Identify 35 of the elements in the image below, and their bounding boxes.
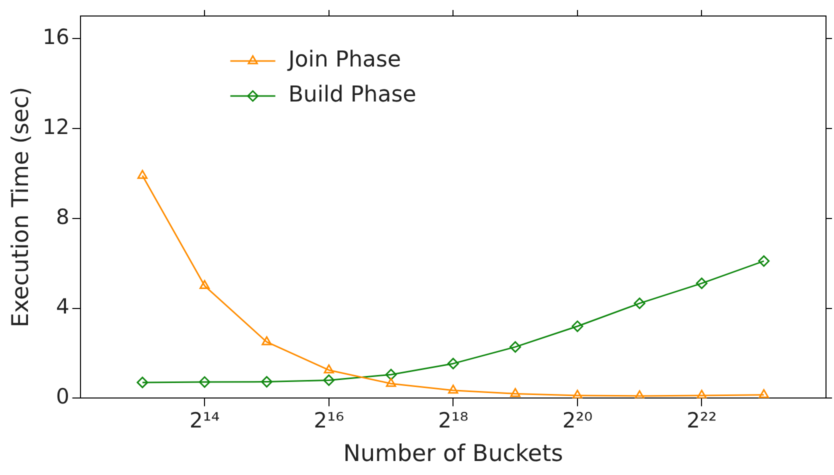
- x-tick-label: 2²⁰: [562, 408, 593, 432]
- x-tick-label: 2¹⁶: [314, 408, 344, 432]
- y-tick-label: 4: [56, 294, 70, 319]
- x-axis-title: Number of Buckets: [343, 441, 564, 468]
- point: [386, 378, 396, 387]
- point: [260, 376, 272, 388]
- point: [323, 374, 335, 386]
- y-tick-label: 0: [56, 384, 70, 409]
- point: [385, 368, 397, 380]
- x-tick-label: 2²²: [686, 408, 717, 432]
- y-tick-label: 12: [42, 114, 70, 139]
- point: [758, 255, 770, 267]
- legend-label: Join Phase: [286, 48, 402, 73]
- point: [262, 336, 272, 346]
- y-tick-label: 8: [56, 204, 70, 229]
- point: [198, 376, 210, 388]
- y-axis-title: Execution Time (sec): [8, 86, 34, 328]
- point: [200, 280, 210, 290]
- point: [510, 388, 520, 397]
- x-tick-label: 2¹⁸: [438, 408, 468, 432]
- point: [696, 278, 708, 290]
- point: [136, 376, 148, 388]
- point: [572, 320, 584, 332]
- point: [634, 390, 645, 398]
- point: [510, 341, 522, 353]
- point: [758, 389, 769, 398]
- point: [572, 390, 583, 398]
- point: [324, 364, 334, 374]
- point: [448, 384, 458, 394]
- x-tick-label: 2¹⁴: [190, 408, 220, 432]
- point: [696, 390, 707, 398]
- legend-label: Build Phase: [288, 82, 416, 108]
- y-tick-label: 16: [42, 24, 70, 49]
- point: [447, 358, 459, 370]
- point: [634, 298, 646, 310]
